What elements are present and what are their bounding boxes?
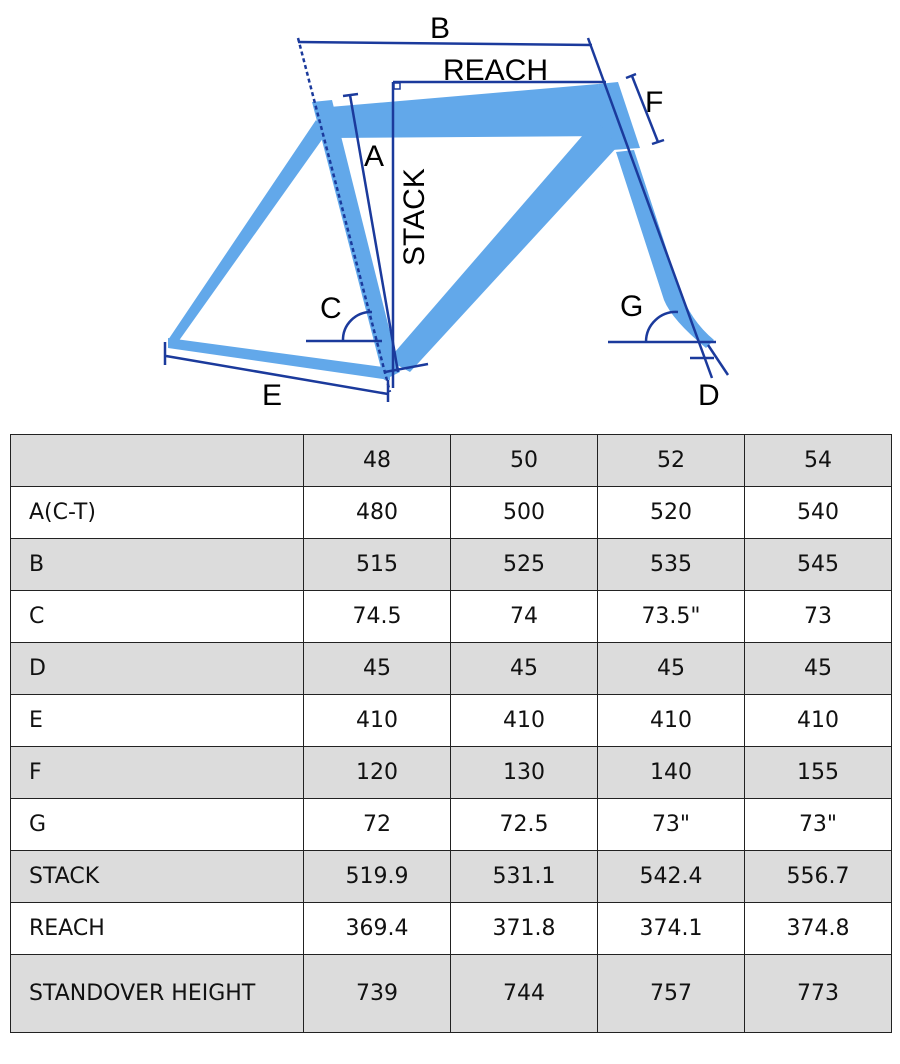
cell-value: 515 xyxy=(303,538,451,591)
cell-value: 74.5 xyxy=(303,590,451,643)
down-tube xyxy=(388,120,618,372)
table-row: E 410 410 410 410 xyxy=(10,694,892,747)
table-row: A(C-T) 480 500 520 540 xyxy=(10,486,892,539)
cell-value: 410 xyxy=(450,694,598,747)
label-e: E xyxy=(262,379,282,412)
cell-value: 410 xyxy=(597,694,745,747)
table-row: C 74.5 74 73.5" 73 xyxy=(10,590,892,643)
table-row: F 120 130 140 155 xyxy=(10,746,892,799)
row-label: STANDOVER HEIGHT xyxy=(10,954,304,1033)
row-label: REACH xyxy=(10,902,304,955)
cell-value: 556.7 xyxy=(744,850,892,903)
chain-stay xyxy=(168,338,390,380)
cell-value: 520 xyxy=(597,486,745,539)
cell-value: 500 xyxy=(450,486,598,539)
cell-value: 73" xyxy=(744,798,892,851)
cell-value: 73.5" xyxy=(597,590,745,643)
row-label: E xyxy=(10,694,304,747)
cell-value: 773 xyxy=(744,954,892,1033)
cell-value: 155 xyxy=(744,746,892,799)
table-row: D 45 45 45 45 xyxy=(10,642,892,695)
row-label: D xyxy=(10,642,304,695)
label-d: D xyxy=(698,379,720,412)
row-label: F xyxy=(10,746,304,799)
geometry-table: 48 50 52 54 A(C-T) 480 500 520 540 B 515 525 535 545 C… xyxy=(10,434,892,1033)
cell-value: 540 xyxy=(744,486,892,539)
label-c: C xyxy=(320,292,342,325)
cell-value: 371.8 xyxy=(450,902,598,955)
cell-value: 73" xyxy=(597,798,745,851)
frame-geometry-diagram: B REACH F A STACK C G E D xyxy=(163,12,730,412)
cell-value: 45 xyxy=(597,642,745,695)
label-a: A xyxy=(364,140,384,173)
cell-value: 374.8 xyxy=(744,902,892,955)
table-row: STANDOVER HEIGHT 739 744 757 773 xyxy=(10,954,892,1033)
seat-tube xyxy=(312,100,400,380)
cell-value: 410 xyxy=(303,694,451,747)
cell-value: 480 xyxy=(303,486,451,539)
cell-value: 48 xyxy=(303,434,451,487)
cell-value: 369.4 xyxy=(303,902,451,955)
cell-value: 74 xyxy=(450,590,598,643)
cell-value: 45 xyxy=(450,642,598,695)
cell-value: 54 xyxy=(744,434,892,487)
label-b: B xyxy=(430,12,450,45)
header-row: 48 50 52 54 xyxy=(10,434,892,487)
cell-value: 72.5 xyxy=(450,798,598,851)
cell-value: 531.1 xyxy=(450,850,598,903)
cell-value: 542.4 xyxy=(597,850,745,903)
label-f: F xyxy=(645,86,663,119)
cell-value: 72 xyxy=(303,798,451,851)
cell-value: 140 xyxy=(597,746,745,799)
row-label xyxy=(10,434,304,487)
cell-value: 525 xyxy=(450,538,598,591)
row-label: STACK xyxy=(10,850,304,903)
row-label: C xyxy=(10,590,304,643)
seat-stay xyxy=(168,120,326,342)
cell-value: 739 xyxy=(303,954,451,1033)
cell-value: 535 xyxy=(597,538,745,591)
cell-value: 545 xyxy=(744,538,892,591)
head-tube xyxy=(598,82,640,150)
row-label: A(C-T) xyxy=(10,486,304,539)
table-row: REACH 369.4 371.8 374.1 374.8 xyxy=(10,902,892,955)
cell-value: 757 xyxy=(597,954,745,1033)
label-reach: REACH xyxy=(443,54,548,87)
cell-value: 519.9 xyxy=(303,850,451,903)
cell-value: 374.1 xyxy=(597,902,745,955)
cell-value: 52 xyxy=(597,434,745,487)
cell-value: 744 xyxy=(450,954,598,1033)
cell-value: 45 xyxy=(303,642,451,695)
cell-value: 410 xyxy=(744,694,892,747)
table-row: B 515 525 535 545 xyxy=(10,538,892,591)
cell-value: 45 xyxy=(744,642,892,695)
cell-value: 120 xyxy=(303,746,451,799)
label-stack: STACK xyxy=(398,168,431,266)
dimension-lines xyxy=(163,37,730,402)
bike-frame xyxy=(168,82,714,380)
row-label: B xyxy=(10,538,304,591)
cell-value: 130 xyxy=(450,746,598,799)
row-label: G xyxy=(10,798,304,851)
cell-value: 73 xyxy=(744,590,892,643)
label-g: G xyxy=(620,290,643,323)
cell-value: 50 xyxy=(450,434,598,487)
table-row: STACK 519.9 531.1 542.4 556.7 xyxy=(10,850,892,903)
table-row: G 72 72.5 73" 73" xyxy=(10,798,892,851)
top-tube xyxy=(318,84,612,138)
